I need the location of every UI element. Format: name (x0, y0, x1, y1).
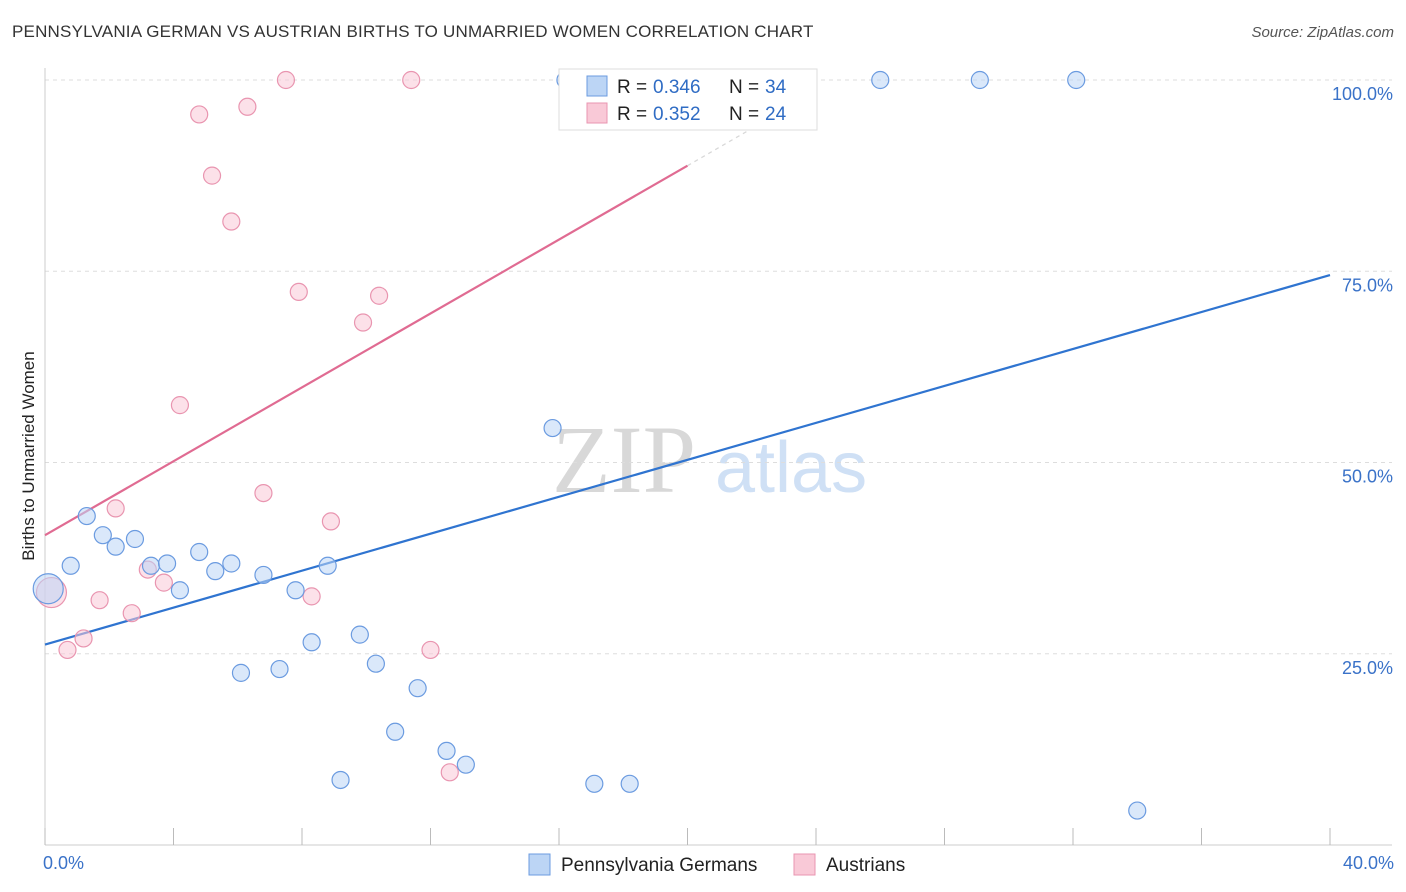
watermark-atlas: atlas (715, 428, 867, 508)
point-pennsylvania-germans (270, 659, 289, 679)
point-austrians (238, 97, 257, 116)
point-austrians (370, 286, 389, 305)
point-austrians (122, 604, 141, 623)
point-pennsylvania-germans (77, 506, 96, 526)
point-pennsylvania-germans (190, 542, 209, 562)
point-pennsylvania-germans (231, 663, 251, 682)
point-pennsylvania-germans (871, 70, 890, 90)
point-pennsylvania-germans (366, 654, 385, 673)
point-austrians (353, 313, 373, 332)
point-austrians (58, 640, 77, 660)
point-pennsylvania-germans (386, 722, 405, 741)
chart-title: PENNSYLVANIA GERMAN VS AUSTRIAN BIRTHS T… (12, 22, 814, 41)
point-pennsylvania-germans (206, 562, 225, 581)
point-pennsylvania-germans (408, 679, 427, 698)
point-pennsylvania-germans (585, 774, 604, 793)
point-pennsylvania-germans (61, 556, 80, 575)
point-pennsylvania-germans (318, 556, 337, 575)
legend-r-value-blue: 0.346 (653, 77, 701, 98)
series-legend-swatch-pink (793, 853, 816, 876)
stats-legend: R = 0.346 N = 34 R = 0.352 N = 24 (558, 68, 818, 131)
point-pennsylvania-germans (1067, 70, 1086, 90)
series-legend-label-pink: Austrians (826, 855, 905, 876)
legend-n-label-pink: N = (729, 104, 759, 125)
point-austrians (421, 640, 440, 660)
y-tick-label: 75.0% (1342, 275, 1393, 295)
point-pennsylvania-germans (302, 633, 321, 652)
legend-r-value-pink: 0.352 (653, 104, 701, 125)
point-pennsylvania-germans (93, 526, 112, 545)
point-austrians (202, 166, 222, 185)
x-tick-label-min: 0.0% (43, 853, 84, 873)
point-pennsylvania-germans (32, 573, 64, 605)
point-austrians (402, 70, 421, 90)
point-austrians (302, 587, 321, 606)
point-pennsylvania-germans (222, 554, 241, 573)
x-tick-label-max: 40.0% (1343, 853, 1394, 873)
legend-swatch-pink (586, 102, 608, 124)
point-austrians (321, 512, 341, 531)
point-pennsylvania-germans (456, 755, 475, 774)
point-pennsylvania-germans (254, 565, 273, 585)
legend-n-value-blue: 34 (765, 77, 787, 98)
point-austrians (289, 282, 308, 302)
y-axis-title: Births to Unmarried Women (19, 351, 38, 560)
trendline-pennsylvania-germans (44, 274, 1331, 646)
series-legend-label-blue: Pennsylvania Germans (561, 855, 757, 876)
point-austrians (254, 484, 273, 503)
point-austrians (276, 70, 296, 90)
point-pennsylvania-germans (141, 556, 161, 575)
point-layer (32, 70, 1147, 820)
trendline-austrians (44, 164, 689, 537)
point-austrians (106, 499, 125, 518)
legend-n-value-pink: 24 (765, 104, 787, 125)
point-austrians (222, 212, 241, 231)
legend-swatch-blue (586, 75, 608, 97)
y-tick-label: 25.0% (1342, 658, 1393, 678)
point-pennsylvania-germans (331, 770, 350, 790)
point-austrians (154, 573, 173, 592)
legend-r-label-pink: R = (617, 104, 647, 125)
point-austrians (440, 763, 459, 782)
point-pennsylvania-germans (170, 581, 190, 600)
watermark-zip: ZIP (552, 406, 696, 513)
source-label: Source: ZipAtlas.com (1251, 24, 1394, 41)
point-austrians (190, 105, 209, 124)
y-tick-label: 50.0% (1342, 467, 1393, 487)
series-legend-swatch-blue (528, 853, 551, 876)
point-austrians (90, 591, 109, 610)
point-pennsylvania-germans (1128, 801, 1147, 820)
point-pennsylvania-germans (543, 418, 562, 438)
point-pennsylvania-germans (157, 554, 177, 573)
point-pennsylvania-germans (437, 741, 456, 761)
series-legend: Pennsylvania Germans Austrians (528, 853, 905, 876)
point-austrians (74, 629, 93, 648)
point-pennsylvania-germans (286, 581, 305, 600)
point-austrians (170, 396, 190, 415)
point-pennsylvania-germans (350, 625, 369, 644)
axis-layer: 25.0% 50.0% 75.0% 100.0% (44, 68, 1393, 846)
legend-r-label-blue: R = (617, 77, 647, 98)
legend-n-label-blue: N = (729, 77, 759, 98)
point-pennsylvania-germans (106, 537, 125, 556)
point-pennsylvania-germans (970, 70, 989, 90)
point-pennsylvania-germans (620, 774, 639, 793)
y-tick-label: 100.0% (1332, 84, 1393, 104)
grid-layer (45, 79, 1392, 655)
point-pennsylvania-germans (125, 529, 145, 549)
